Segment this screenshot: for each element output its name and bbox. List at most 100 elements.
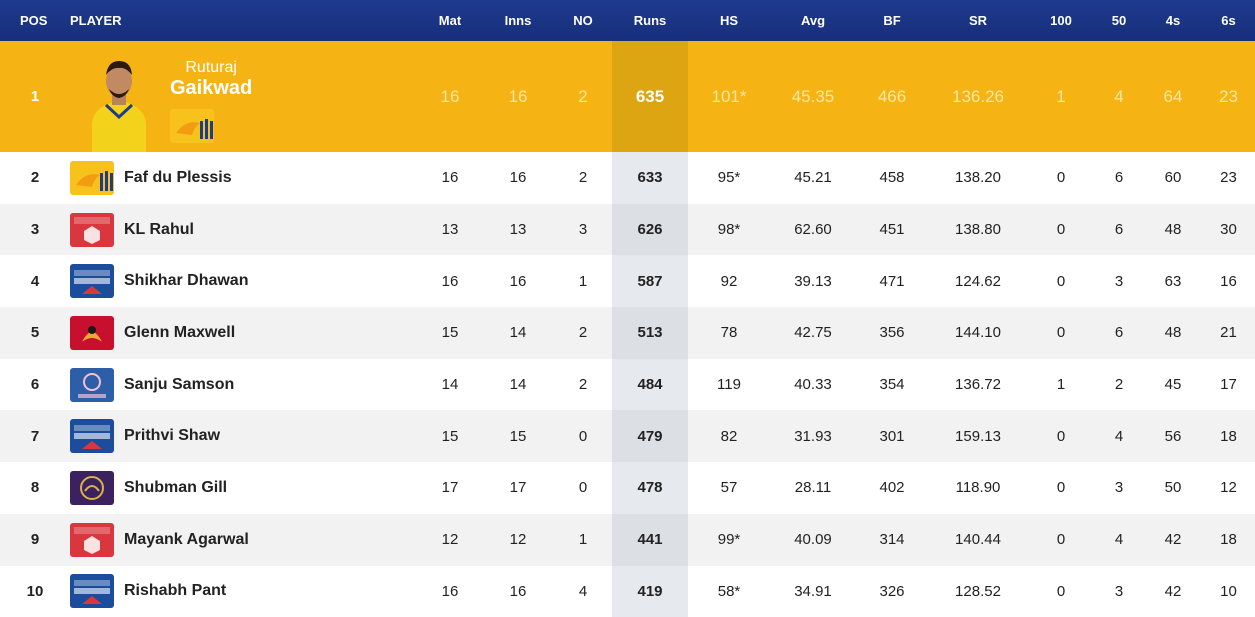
- player-cell[interactable]: KL Rahul: [70, 204, 418, 256]
- sixes-cell: 30: [1202, 204, 1255, 256]
- player-name[interactable]: KL Rahul: [124, 221, 194, 239]
- dc-logo-icon: [70, 264, 114, 298]
- avg-cell: 40.09: [770, 514, 856, 566]
- mat-cell: 17: [418, 462, 482, 514]
- leader-row[interactable]: 1 Ruturaj Gaikwad: [0, 41, 1255, 152]
- player-name[interactable]: Sanju Samson: [124, 376, 234, 394]
- pos-cell: 4: [0, 255, 70, 307]
- pos-cell: 9: [0, 514, 70, 566]
- player-cell[interactable]: Rishabh Pant: [70, 566, 418, 617]
- player-name[interactable]: Mayank Agarwal: [124, 531, 249, 549]
- player-cell[interactable]: Sanju Samson: [70, 359, 418, 411]
- mat-cell: 16: [418, 152, 482, 204]
- player-name[interactable]: Glenn Maxwell: [124, 324, 235, 342]
- dc-logo-icon: [70, 419, 114, 453]
- runs-cell: 587: [612, 255, 688, 307]
- player-cell[interactable]: Shikhar Dhawan: [70, 255, 418, 307]
- hundreds-cell: 0: [1028, 307, 1094, 359]
- avg-cell: 28.11: [770, 462, 856, 514]
- runs-cell: 633: [612, 152, 688, 204]
- hundreds-cell: 0: [1028, 566, 1094, 617]
- player-cell[interactable]: Glenn Maxwell: [70, 307, 418, 359]
- avg-cell: 34.91: [770, 566, 856, 617]
- inns-cell: 13: [482, 204, 554, 256]
- bf-cell: 402: [856, 462, 928, 514]
- fours-cell: 42: [1144, 514, 1202, 566]
- hs-cell: 99*: [688, 514, 770, 566]
- column-header-no[interactable]: NO: [554, 0, 612, 41]
- player-cell[interactable]: Prithvi Shaw: [70, 410, 418, 462]
- no-cell: 3: [554, 204, 612, 256]
- fours-cell: 45: [1144, 359, 1202, 411]
- mat-cell: 16: [418, 41, 482, 152]
- hundreds-cell: 1: [1028, 41, 1094, 152]
- column-header-inns[interactable]: Inns: [482, 0, 554, 41]
- pos-cell: 8: [0, 462, 70, 514]
- sixes-cell: 18: [1202, 514, 1255, 566]
- column-header-pos[interactable]: POS: [0, 0, 70, 41]
- inns-cell: 14: [482, 307, 554, 359]
- hundreds-cell: 0: [1028, 514, 1094, 566]
- column-header-bf[interactable]: BF: [856, 0, 928, 41]
- hs-cell: 58*: [688, 566, 770, 617]
- fours-cell: 56: [1144, 410, 1202, 462]
- player-cell[interactable]: Mayank Agarwal: [70, 514, 418, 566]
- fifties-cell: 3: [1094, 462, 1144, 514]
- hs-cell: 78: [688, 307, 770, 359]
- pos-cell: 2: [0, 152, 70, 204]
- pos-cell: 6: [0, 359, 70, 411]
- player-name[interactable]: Prithvi Shaw: [124, 427, 220, 445]
- column-header-mat[interactable]: Mat: [418, 0, 482, 41]
- bf-cell: 314: [856, 514, 928, 566]
- runs-cell: 479: [612, 410, 688, 462]
- column-header-sr[interactable]: SR: [928, 0, 1028, 41]
- avg-cell: 42.75: [770, 307, 856, 359]
- pos-cell: 10: [0, 566, 70, 617]
- avg-cell: 45.21: [770, 152, 856, 204]
- player-cell[interactable]: Shubman Gill: [70, 462, 418, 514]
- column-header-avg[interactable]: Avg: [770, 0, 856, 41]
- player-cell[interactable]: Ruturaj Gaikwad: [70, 41, 418, 152]
- pos-cell: 3: [0, 204, 70, 256]
- hs-cell: 101*: [688, 41, 770, 152]
- column-header-6s[interactable]: 6s: [1202, 0, 1255, 41]
- no-cell: 4: [554, 566, 612, 617]
- fifties-cell: 4: [1094, 410, 1144, 462]
- inns-cell: 16: [482, 152, 554, 204]
- column-header-4s[interactable]: 4s: [1144, 0, 1202, 41]
- column-header-hs[interactable]: HS: [688, 0, 770, 41]
- bf-cell: 326: [856, 566, 928, 617]
- column-header-50[interactable]: 50: [1094, 0, 1144, 41]
- column-header-runs[interactable]: Runs: [612, 0, 688, 41]
- no-cell: 1: [554, 255, 612, 307]
- mat-cell: 15: [418, 307, 482, 359]
- player-cell[interactable]: Faf du Plessis: [70, 152, 418, 204]
- runs-cell: 419: [612, 566, 688, 617]
- fifties-cell: 6: [1094, 152, 1144, 204]
- rr-logo-icon: [70, 368, 114, 402]
- inns-cell: 15: [482, 410, 554, 462]
- player-name[interactable]: Rishabh Pant: [124, 582, 226, 600]
- column-header-100[interactable]: 100: [1028, 0, 1094, 41]
- column-header-player[interactable]: PLAYER: [70, 0, 418, 41]
- csk-logo-icon: [70, 161, 114, 195]
- no-cell: 0: [554, 410, 612, 462]
- player-name[interactable]: Shubman Gill: [124, 479, 227, 497]
- mat-cell: 16: [418, 255, 482, 307]
- inns-cell: 16: [482, 255, 554, 307]
- player-name[interactable]: Faf du Plessis: [124, 169, 232, 187]
- runs-cell: 626: [612, 204, 688, 256]
- hundreds-cell: 0: [1028, 410, 1094, 462]
- hs-cell: 82: [688, 410, 770, 462]
- fifties-cell: 3: [1094, 255, 1144, 307]
- player-name[interactable]: Shikhar Dhawan: [124, 272, 248, 290]
